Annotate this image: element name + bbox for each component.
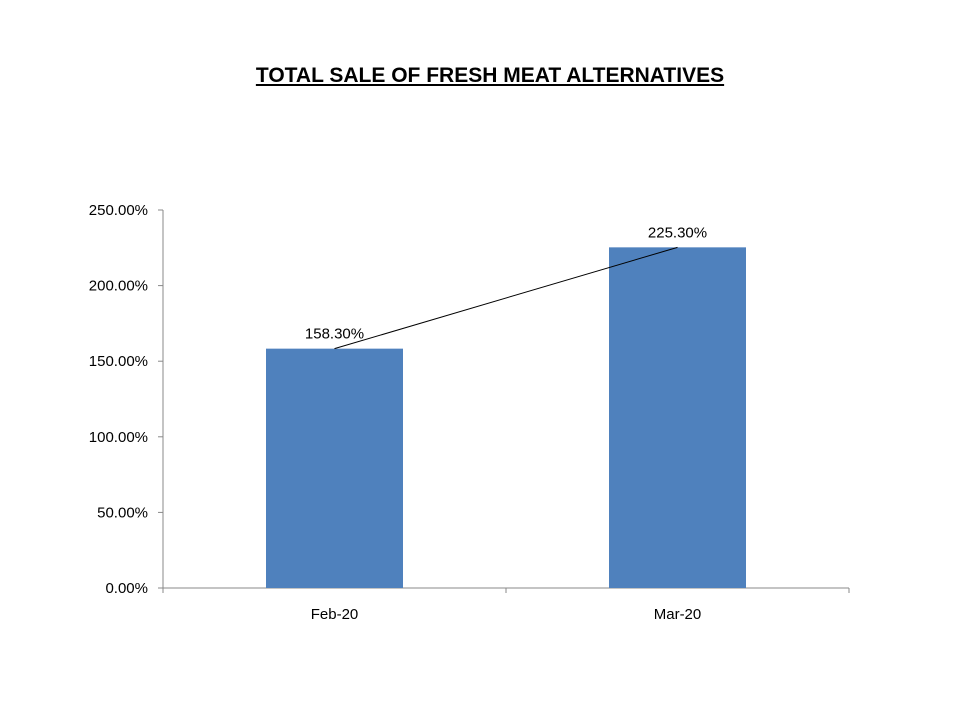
x-tick-label: Mar-20 <box>654 606 702 623</box>
chart-title: TOTAL SALE OF FRESH MEAT ALTERNATIVES <box>255 64 725 87</box>
y-tick-label: 100.00% <box>89 429 148 446</box>
trend-line <box>334 246 678 350</box>
data-label: 158.30% <box>305 326 364 343</box>
bar-feb-20 <box>266 348 403 588</box>
y-tick-label: 200.00% <box>89 278 148 295</box>
bar-mar-20 <box>609 247 746 588</box>
y-tick-label: 250.00% <box>89 202 148 219</box>
data-label: 225.30% <box>648 224 707 241</box>
x-tick-label: Feb-20 <box>311 606 359 623</box>
y-tick-label: 0.00% <box>105 580 148 597</box>
y-tick-label: 50.00% <box>97 504 148 521</box>
y-tick-label: 150.00% <box>89 353 148 370</box>
